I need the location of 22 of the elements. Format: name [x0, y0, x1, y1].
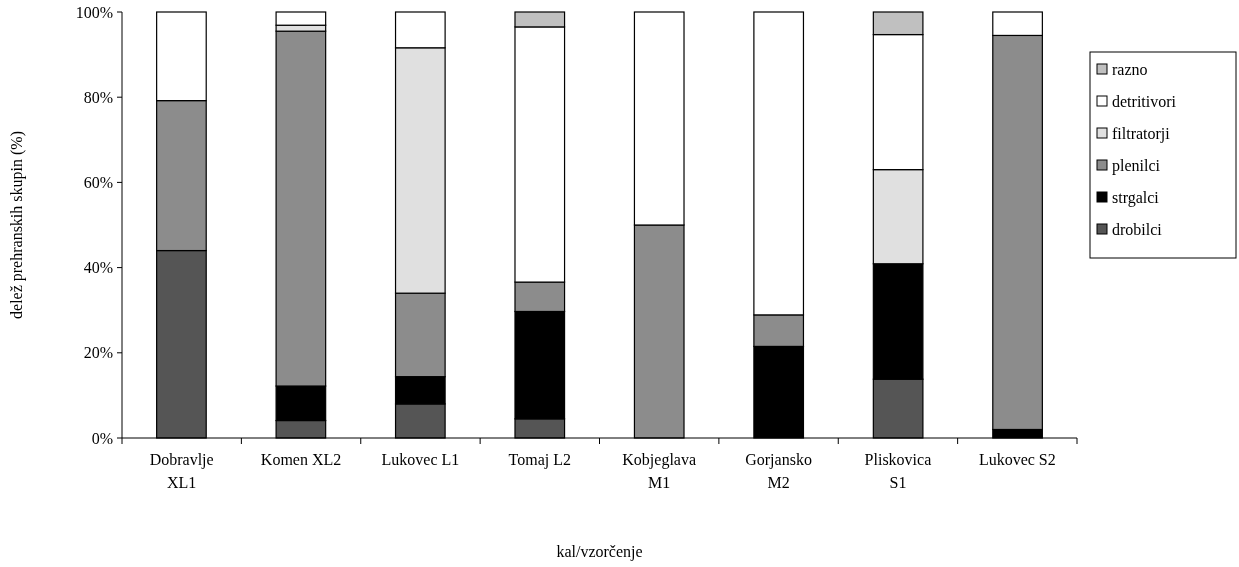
legend-label: plenilci	[1112, 156, 1161, 175]
x-tick-label: Komen XL2	[260, 451, 342, 468]
y-axis-title: delež prehranskih skupin (%)	[8, 131, 26, 319]
x-tick-label: Kobjeglava M1	[622, 451, 697, 491]
legend-label: drobilci	[1112, 220, 1163, 238]
legend-label: detritivori	[1112, 92, 1177, 110]
x-tick-label: Pliskovica S1	[864, 451, 932, 491]
x-tick-label: Gorjansko M2	[745, 451, 812, 491]
legend-label: filtratorji	[1112, 124, 1171, 143]
y-tick-label: 80%	[83, 88, 113, 106]
x-axis-title: kal/vzorčenje	[556, 543, 643, 561]
y-tick-label: 0%	[91, 429, 113, 447]
x-tick-label: Tomaj L2	[508, 451, 572, 469]
legend-label: razno	[1112, 60, 1148, 78]
x-tick-label: Lukovec S2	[978, 451, 1056, 468]
x-tick-label: Lukovec L1	[381, 451, 460, 468]
x-tick-label: Dobravlje XL1	[149, 451, 214, 491]
y-tick-label: 100%	[75, 3, 113, 21]
y-tick-label: 20%	[83, 344, 113, 362]
y-tick-label: 40%	[83, 259, 113, 277]
legend-label: strgalci	[1112, 188, 1160, 207]
y-tick-label: 60%	[83, 174, 113, 191]
